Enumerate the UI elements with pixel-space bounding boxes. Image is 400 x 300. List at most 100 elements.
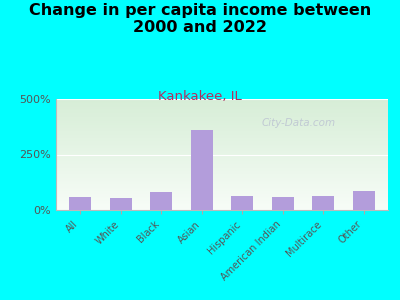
Bar [56, 124, 388, 126]
Bar [56, 141, 388, 142]
Bar [56, 119, 388, 120]
Bar [56, 203, 388, 205]
Bar [56, 196, 388, 197]
Bar [56, 172, 388, 173]
Bar [56, 101, 388, 102]
Bar [56, 151, 388, 152]
Bar [56, 154, 388, 156]
Bar [56, 182, 388, 183]
Bar [56, 156, 388, 157]
Bar [56, 159, 388, 160]
Bar [56, 201, 388, 202]
Bar [69, 197, 92, 210]
Bar [56, 162, 388, 164]
Bar [56, 118, 388, 119]
Bar [56, 146, 388, 147]
Bar [56, 199, 388, 200]
Bar [56, 175, 388, 176]
Bar [56, 167, 388, 168]
Bar [56, 132, 388, 134]
Bar [56, 152, 388, 153]
Text: Change in per capita income between
2000 and 2022: Change in per capita income between 2000… [29, 3, 371, 35]
Bar [56, 158, 388, 159]
Bar [56, 153, 388, 154]
Bar [56, 194, 388, 196]
Bar [56, 104, 388, 106]
Bar [352, 191, 375, 210]
Bar [56, 143, 388, 145]
Bar [56, 147, 388, 148]
Bar [56, 108, 388, 109]
Bar [56, 193, 388, 194]
Bar [56, 171, 388, 172]
Bar [56, 191, 388, 192]
Bar [56, 189, 388, 190]
Bar [56, 111, 388, 112]
Bar [231, 196, 253, 210]
Bar [56, 128, 388, 129]
Bar [56, 99, 388, 100]
Bar [56, 138, 388, 139]
Bar [56, 160, 388, 161]
Bar [191, 130, 213, 210]
Bar [312, 196, 334, 210]
Bar [56, 183, 388, 184]
Bar [56, 157, 388, 158]
Bar [56, 207, 388, 208]
Bar [56, 126, 388, 127]
Bar [56, 122, 388, 123]
Bar [56, 142, 388, 143]
Text: City-Data.com: City-Data.com [261, 118, 336, 128]
Text: Kankakee, IL: Kankakee, IL [158, 90, 242, 103]
Bar [56, 117, 388, 118]
Bar [56, 136, 388, 137]
Bar [56, 129, 388, 130]
Bar [56, 206, 388, 207]
Bar [110, 198, 132, 210]
Bar [56, 109, 388, 110]
Bar [56, 120, 388, 121]
Bar [56, 181, 388, 182]
Bar [56, 103, 388, 105]
Bar [56, 131, 388, 132]
Bar [56, 123, 388, 124]
Bar [56, 173, 388, 175]
Bar [56, 180, 388, 181]
Bar [56, 190, 388, 191]
Bar [56, 110, 388, 111]
Bar [56, 192, 388, 193]
Bar [56, 184, 388, 186]
Bar [56, 208, 388, 209]
Bar [56, 106, 388, 107]
Bar [56, 205, 388, 206]
Bar [56, 197, 388, 198]
Bar [56, 166, 388, 167]
Bar [56, 140, 388, 141]
Bar [56, 116, 388, 117]
Bar [56, 100, 388, 101]
Bar [56, 102, 388, 104]
Bar [272, 197, 294, 210]
Bar [56, 130, 388, 131]
Bar [56, 148, 388, 149]
Bar [56, 169, 388, 170]
Bar [56, 112, 388, 113]
Bar [56, 168, 388, 169]
Bar [56, 145, 388, 146]
Bar [56, 121, 388, 122]
Bar [56, 198, 388, 199]
Bar [56, 178, 388, 179]
Bar [56, 137, 388, 138]
Bar [56, 113, 388, 115]
Bar [56, 164, 388, 166]
Bar [56, 107, 388, 108]
Bar [56, 186, 388, 187]
Bar [56, 176, 388, 177]
Bar [56, 149, 388, 150]
Bar [56, 127, 388, 128]
Bar [56, 188, 388, 189]
Bar [56, 150, 388, 151]
Bar [56, 202, 388, 203]
Bar [150, 192, 172, 210]
Bar [56, 177, 388, 178]
